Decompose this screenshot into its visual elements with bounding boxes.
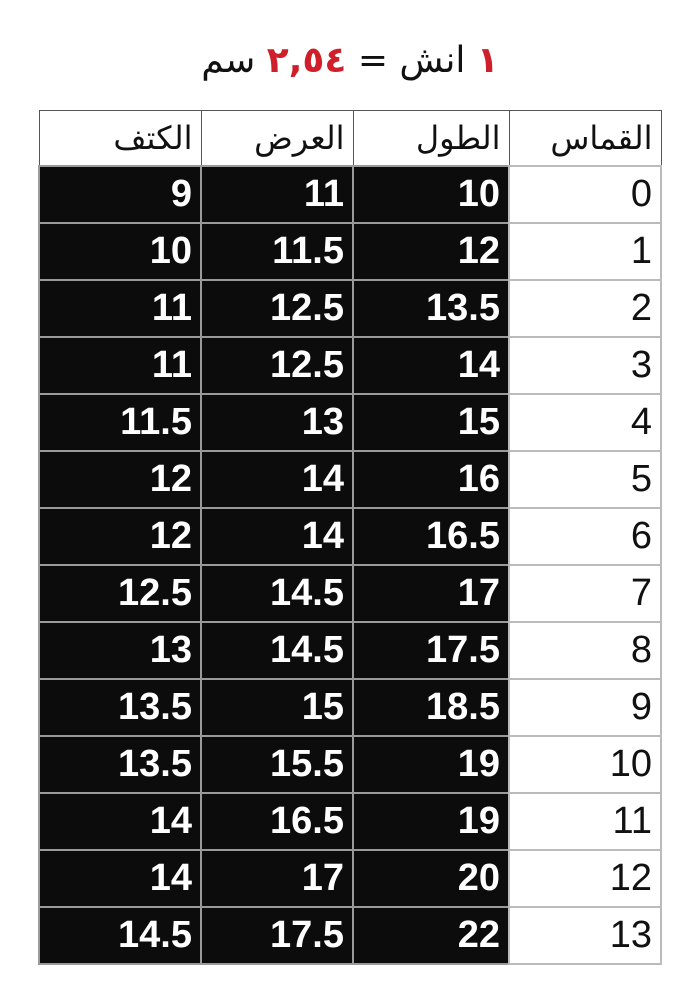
cell-width: 12.5 — [200, 336, 354, 395]
cell-width: 14.5 — [200, 564, 354, 623]
conversion-title: ١ انش = ٢,٥٤ سم — [200, 40, 500, 81]
cell-width: 16.5 — [200, 792, 354, 851]
cell-shoulder: 13.5 — [38, 678, 202, 737]
cell-size: 3 — [508, 336, 662, 395]
cell-width: 15 — [200, 678, 354, 737]
header-size: القماس — [508, 110, 662, 167]
cell-size: 8 — [508, 621, 662, 680]
table-row: 4 15 13 11.5 — [38, 393, 662, 452]
cell-length: 17 — [352, 564, 510, 623]
title-one: ١ — [476, 40, 499, 81]
cell-width: 14.5 — [200, 621, 354, 680]
cell-length: 14 — [352, 336, 510, 395]
cell-shoulder: 11.5 — [38, 393, 202, 452]
cell-shoulder: 12 — [38, 507, 202, 566]
cell-size: 0 — [508, 165, 662, 224]
cell-shoulder: 9 — [38, 165, 202, 224]
table-row: 3 14 12.5 11 — [38, 336, 662, 395]
header-width: العرض — [200, 110, 354, 167]
cell-width: 17.5 — [200, 906, 354, 965]
table-row: 5 16 14 12 — [38, 450, 662, 509]
cell-shoulder: 13.5 — [38, 735, 202, 794]
table-row: 7 17 14.5 12.5 — [38, 564, 662, 623]
cell-size: 2 — [508, 279, 662, 338]
header-row: القماس الطول العرض الكتف — [38, 110, 662, 167]
cell-shoulder: 14 — [38, 792, 202, 851]
header-length: الطول — [352, 110, 510, 167]
size-table: القماس الطول العرض الكتف 0 10 11 9 1 12 11.5 10… — [38, 110, 662, 965]
cell-width: 12.5 — [200, 279, 354, 338]
cell-length: 19 — [352, 792, 510, 851]
cell-shoulder: 12 — [38, 450, 202, 509]
cell-shoulder: 10 — [38, 222, 202, 281]
cell-width: 13 — [200, 393, 354, 452]
cell-shoulder: 14.5 — [38, 906, 202, 965]
cell-size: 4 — [508, 393, 662, 452]
cell-length: 12 — [352, 222, 510, 281]
table-row: 2 13.5 12.5 11 — [38, 279, 662, 338]
cell-length: 16.5 — [352, 507, 510, 566]
cell-length: 13.5 — [352, 279, 510, 338]
cell-shoulder: 13 — [38, 621, 202, 680]
cell-shoulder: 12.5 — [38, 564, 202, 623]
table-row: 6 16.5 14 12 — [38, 507, 662, 566]
cell-length: 20 — [352, 849, 510, 908]
cell-length: 19 — [352, 735, 510, 794]
table-row: 8 17.5 14.5 13 — [38, 621, 662, 680]
table-row: 10 19 15.5 13.5 — [38, 735, 662, 794]
cell-size: 6 — [508, 507, 662, 566]
cell-length: 15 — [352, 393, 510, 452]
cell-width: 11.5 — [200, 222, 354, 281]
cell-size: 7 — [508, 564, 662, 623]
cell-size: 11 — [508, 792, 662, 851]
table-row: 0 10 11 9 — [38, 165, 662, 224]
cell-width: 14 — [200, 507, 354, 566]
cell-width: 14 — [200, 450, 354, 509]
cell-length: 18.5 — [352, 678, 510, 737]
cell-length: 16 — [352, 450, 510, 509]
cell-size: 13 — [508, 906, 662, 965]
cell-shoulder: 11 — [38, 279, 202, 338]
cell-shoulder: 14 — [38, 849, 202, 908]
title-cm: سم — [201, 40, 267, 81]
cell-size: 9 — [508, 678, 662, 737]
cell-size: 10 — [508, 735, 662, 794]
header-shoulder: الكتف — [38, 110, 202, 167]
cell-width: 17 — [200, 849, 354, 908]
table-row: 13 22 17.5 14.5 — [38, 906, 662, 965]
cell-length: 22 — [352, 906, 510, 965]
cell-size: 1 — [508, 222, 662, 281]
cell-shoulder: 11 — [38, 336, 202, 395]
cell-width: 15.5 — [200, 735, 354, 794]
table-row: 12 20 17 14 — [38, 849, 662, 908]
cell-length: 17.5 — [352, 621, 510, 680]
cell-width: 11 — [200, 165, 354, 224]
cell-size: 5 — [508, 450, 662, 509]
cell-length: 10 — [352, 165, 510, 224]
table-row: 9 18.5 15 13.5 — [38, 678, 662, 737]
title-value: ٢,٥٤ — [266, 40, 347, 81]
table-row: 11 19 16.5 14 — [38, 792, 662, 851]
title-inch: انش = — [346, 40, 477, 81]
table-row: 1 12 11.5 10 — [38, 222, 662, 281]
cell-size: 12 — [508, 849, 662, 908]
